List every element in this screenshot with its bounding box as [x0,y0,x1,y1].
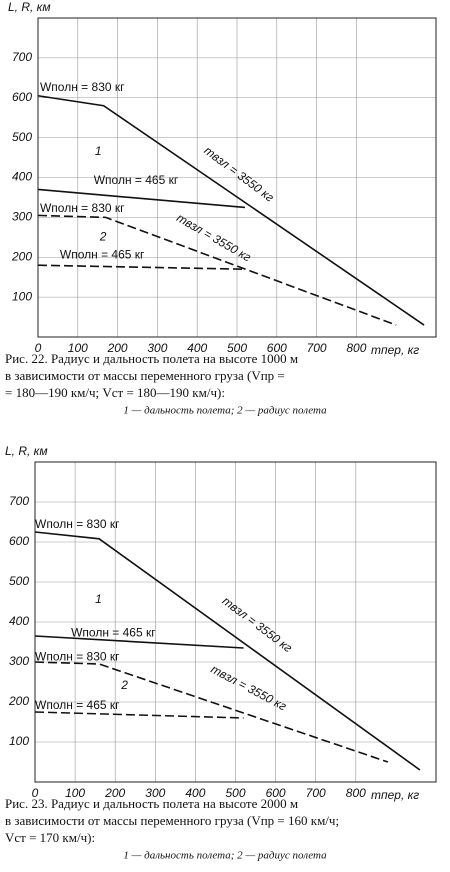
x-tick-label: 100 [68,341,88,355]
series-line [37,188,246,209]
caption-line: в зависимости от массы переменного груза… [5,813,339,828]
plot-frame [37,17,437,338]
x-tick-label: 800 [346,341,366,355]
series-line [34,711,244,719]
series-line [34,635,244,649]
series-line [37,214,397,326]
series-line [37,264,245,271]
chart: 100 200 300 400 500 600 700 0 100 200 300 400 500 600… [5,0,437,417]
caption-line: Vст = 170 км/ч): [5,830,95,845]
y-tick-label: 300 [9,654,29,668]
y-tick-label: 600 [9,534,29,548]
y-tick-label: 700 [12,50,32,64]
series-line [34,531,421,771]
x-axis-label: mпер, кг [371,788,419,802]
x-tick-label: 200 [104,786,125,800]
x-tick-label: 700 [307,341,327,355]
annotation: mвзл = 3550 кг [174,211,253,265]
plot-frame [34,461,437,783]
y-tick-label: 500 [9,574,29,588]
y-tick-label: 400 [12,170,32,184]
series-label: Wполн = 830 кг [40,80,125,94]
caption-note: 1 — дальность полета; 2 — радиус полета [123,850,327,862]
series-label: Wполн = 465 кг [94,173,179,187]
annotation: 2 [120,678,128,692]
series-label: Wполн = 830 кг [40,201,125,215]
x-tick-label: 800 [346,786,366,800]
y-tick-label: 700 [9,494,29,508]
y-axis-label: L, R, км [5,444,48,458]
series-label: Wполн = 830 кг [35,649,120,663]
series-label: Wполн = 465 кг [71,625,156,639]
caption-line: = 180—190 км/ч; Vст = 180—190 км/ч): [5,385,225,400]
y-tick-label: 200 [8,694,29,708]
x-tick-label: 0 [35,341,42,355]
series-label: Wполн = 465 кг [60,247,145,261]
x-tick-label: 300 [145,786,165,800]
y-tick-label: 400 [9,614,29,628]
x-tick-label: 0 [32,786,39,800]
caption-line: Рис. 22. Радиус и дальность полета на вы… [5,351,298,366]
y-tick-label: 300 [12,210,32,224]
x-tick-label: 100 [65,786,85,800]
caption-note: 1 — дальность полета; 2 — радиус полета [123,405,327,417]
annotation: 2 [99,229,107,243]
annotation: 1 [95,144,102,158]
caption-line: Рис. 23. Радиус и дальность полета на вы… [5,796,298,811]
x-axis-label: mпер, кг [371,343,419,357]
chart: 100 200 300 400 500 600 700 0 100 200 300 400 500 600… [5,444,437,862]
x-tick-label: 600 [266,786,286,800]
y-tick-label: 600 [12,90,32,104]
x-tick-label: 300 [147,341,167,355]
series-line [37,94,425,326]
caption-line: в зависимости от массы переменного груза… [5,368,285,383]
annotation: mвзл = 3550 кг [201,143,276,204]
series-line [34,661,389,763]
annotation: 1 [95,592,102,606]
x-tick-label: 200 [107,341,128,355]
annotation: mвзл = 3550 кг [209,662,289,714]
annotation: mвзл = 3550 кг [220,594,295,655]
x-tick-label: 600 [267,341,287,355]
x-tick-label: 700 [306,786,326,800]
y-tick-label: 200 [11,249,32,263]
x-tick-label: 500 [227,341,247,355]
x-tick-label: 400 [185,786,205,800]
series-label: Wполн = 465 кг [35,698,120,712]
x-tick-label: 400 [187,341,207,355]
series-label: Wполн = 830 кг [35,517,120,531]
y-tick-label: 100 [12,289,32,303]
y-axis-label: L, R, км [8,0,51,14]
y-tick-label: 500 [12,130,32,144]
x-tick-label: 500 [225,786,245,800]
y-tick-label: 100 [9,734,29,748]
